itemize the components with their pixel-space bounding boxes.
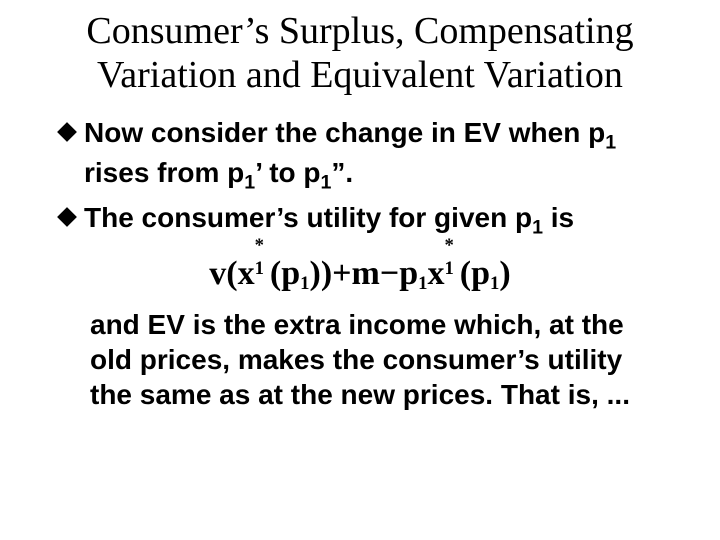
formula-x: x — [238, 255, 255, 293]
text-fragment: Now consider the change in EV when p — [84, 117, 605, 148]
text-fragment: is — [543, 202, 574, 233]
utility-formula: v(x*1(p1)) + m − p1x*1(p1) — [209, 250, 510, 293]
formula-rpar: ) — [499, 255, 510, 293]
slide-title: Consumer’s Surplus, Compensating Variati… — [32, 10, 688, 97]
bullet-list: Now consider the change in EV when p1 ri… — [60, 115, 678, 239]
formula-lpar: ( — [226, 255, 237, 293]
superscript: * — [445, 235, 454, 257]
formula-rpar: ) — [321, 255, 332, 293]
bullet-text: The consumer’s utility for given p1 is — [84, 200, 678, 240]
subscript: 1 — [532, 216, 543, 238]
subscript: 1 — [605, 132, 616, 154]
formula-x-scripts: *1 — [255, 250, 270, 284]
text-fragment: ”. — [331, 157, 353, 188]
text-fragment: rises from p — [84, 157, 244, 188]
formula-p: p — [399, 255, 418, 293]
subscript: 1 — [490, 273, 499, 294]
tail-paragraph: and EV is the extra income which, at the… — [90, 307, 668, 412]
formula-p: p — [281, 255, 300, 293]
text-fragment: ’ to p — [255, 157, 320, 188]
formula-x: x — [428, 255, 445, 293]
formula-p: p — [471, 255, 490, 293]
subscript: 1 — [255, 258, 264, 280]
bullet-item: The consumer’s utility for given p1 is — [60, 200, 678, 240]
diamond-icon — [57, 207, 77, 227]
formula-rpar: ) — [310, 255, 321, 293]
formula-m: m — [352, 255, 380, 293]
slide: Consumer’s Surplus, Compensating Variati… — [0, 0, 720, 540]
subscript: 1 — [244, 172, 255, 194]
formula-lpar: ( — [460, 255, 471, 293]
bullet-text: Now consider the change in EV when p1 ri… — [84, 115, 678, 195]
subscript: 1 — [300, 273, 309, 294]
subscript: 1 — [321, 172, 332, 194]
diamond-icon — [57, 122, 77, 142]
formula-minus: − — [380, 255, 399, 293]
formula-plus: + — [332, 255, 351, 293]
formula-row: v(x*1(p1)) + m − p1x*1(p1) — [32, 250, 688, 293]
subscript: 1 — [445, 258, 454, 280]
formula-lpar: ( — [270, 255, 281, 293]
subscript: 1 — [418, 273, 427, 294]
formula-v: v — [209, 255, 226, 293]
text-fragment: The consumer’s utility for given p — [84, 202, 532, 233]
superscript: * — [255, 235, 264, 257]
formula-x-scripts: *1 — [445, 250, 460, 284]
bullet-item: Now consider the change in EV when p1 ri… — [60, 115, 678, 195]
